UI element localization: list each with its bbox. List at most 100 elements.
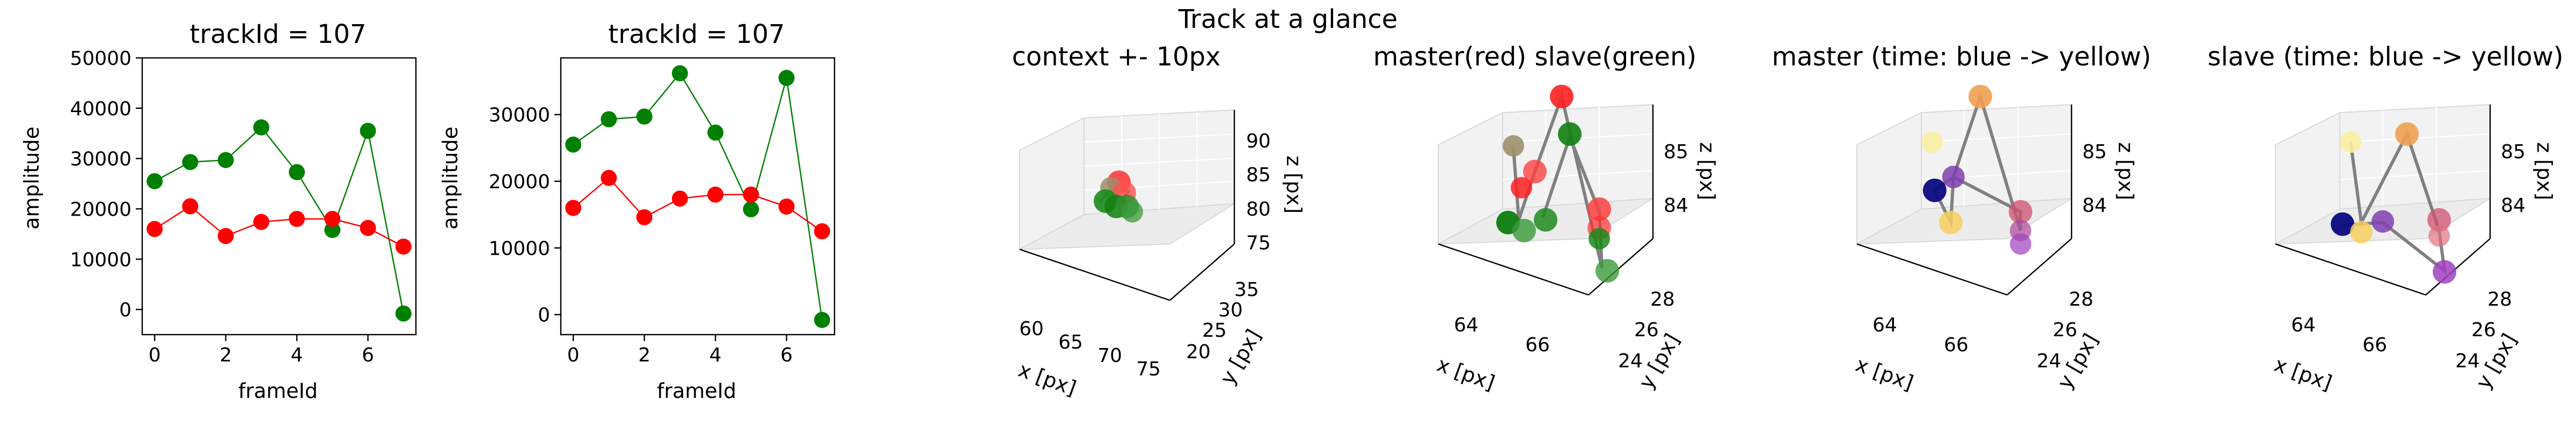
y-tick: 35 bbox=[1234, 279, 1259, 301]
data-point bbox=[743, 186, 759, 203]
y-axis-label: amplitude bbox=[438, 127, 462, 230]
z-axis-label: z [px] bbox=[1695, 142, 1719, 200]
x-tick-label: 6 bbox=[780, 344, 793, 366]
x-axis-label: x [px] bbox=[1015, 358, 1079, 400]
y-tick: 28 bbox=[1650, 289, 1675, 310]
x-tick-label: 4 bbox=[291, 344, 303, 366]
x-tick: 66 bbox=[1944, 334, 1968, 356]
y-tick-label: 20000 bbox=[488, 171, 550, 193]
x-axis-label: x [px] bbox=[1434, 352, 1498, 395]
plot3d-master-time: master (time: blue -> yellow) 64 66 24 2… bbox=[1772, 42, 2151, 395]
data-point bbox=[324, 211, 341, 227]
x-tick: 66 bbox=[1525, 334, 1550, 356]
plot-title: slave (time: blue -> yellow) bbox=[2207, 42, 2563, 72]
x-axis-label: frameId bbox=[238, 379, 318, 403]
x-axis-label: x [px] bbox=[1853, 352, 1916, 395]
y-tick: 28 bbox=[2069, 289, 2094, 310]
z-tick: 84 bbox=[2082, 195, 2107, 217]
z-tick: 80 bbox=[1246, 198, 1271, 220]
amplitude-plot-1: trackId = 107 frameId amplitude 0 2 4 6 0 100… bbox=[20, 19, 417, 403]
z-axis-label: z [px] bbox=[2114, 142, 2138, 200]
data-point bbox=[814, 223, 830, 240]
data-point bbox=[565, 199, 582, 216]
z-axis-label: z [px] bbox=[1282, 156, 1306, 213]
y-tick-label: 10000 bbox=[488, 238, 550, 260]
z-tick: 84 bbox=[2501, 195, 2526, 217]
x-tick-label: 0 bbox=[567, 344, 580, 366]
plot3d-context: context +- 10px 60 65 70 75 20 25 30 35 … bbox=[1012, 42, 1306, 400]
y-tick-label: 0 bbox=[119, 299, 131, 321]
data-point bbox=[360, 220, 376, 236]
plot-title: master(red) slave(green) bbox=[1373, 42, 1696, 72]
x-tick: 75 bbox=[1136, 358, 1161, 380]
x-tick-label: 6 bbox=[362, 344, 374, 366]
data-point bbox=[182, 154, 199, 171]
z-tick: 85 bbox=[2082, 141, 2107, 163]
data-point bbox=[217, 228, 234, 245]
x-tick: 64 bbox=[1872, 314, 1897, 336]
z-tick: 90 bbox=[1246, 130, 1271, 152]
plot-frame bbox=[560, 57, 836, 336]
suptitle: Track at a glance bbox=[1178, 4, 1398, 34]
data-point bbox=[253, 213, 269, 230]
z-axis-label: z [px] bbox=[2533, 142, 2556, 200]
z-tick: 84 bbox=[1664, 195, 1688, 217]
x-tick: 60 bbox=[1019, 318, 1044, 340]
data-point bbox=[814, 312, 830, 328]
x-tick: 65 bbox=[1058, 331, 1083, 353]
y-tick-label: 20000 bbox=[70, 198, 131, 220]
plot-frame bbox=[141, 57, 417, 336]
data-point bbox=[253, 119, 269, 136]
data-point bbox=[182, 198, 199, 214]
y-tick-label: 10000 bbox=[70, 249, 131, 271]
data-point bbox=[707, 124, 724, 141]
x-tick-label: 4 bbox=[709, 344, 722, 366]
y-tick-label: 40000 bbox=[70, 98, 131, 120]
z-tick: 85 bbox=[2501, 141, 2526, 163]
x-tick: 64 bbox=[2291, 314, 2316, 336]
y-tick: 24 bbox=[2455, 350, 2480, 372]
data-point bbox=[778, 198, 795, 215]
y-axis-label: amplitude bbox=[20, 127, 43, 230]
data-point bbox=[147, 220, 163, 237]
y-tick-label: 30000 bbox=[488, 105, 550, 127]
data-point bbox=[636, 209, 653, 226]
x-tick-label: 0 bbox=[149, 344, 161, 366]
data-point bbox=[289, 211, 305, 227]
plot-title: context +- 10px bbox=[1012, 42, 1221, 72]
y-tick: 20 bbox=[1186, 341, 1211, 363]
y-tick: 28 bbox=[2487, 289, 2512, 310]
y-tick-label: 0 bbox=[538, 305, 550, 327]
x-axis-label: frameId bbox=[657, 379, 736, 403]
data-point bbox=[565, 136, 582, 153]
data-point bbox=[360, 123, 376, 139]
x-tick: 70 bbox=[1097, 345, 1122, 367]
z-tick: 85 bbox=[1246, 164, 1271, 186]
y-tick: 30 bbox=[1218, 299, 1243, 321]
z-tick: 75 bbox=[1246, 232, 1271, 254]
data-point bbox=[671, 190, 688, 207]
y-tick: 24 bbox=[1618, 350, 1643, 372]
plot-title: trackId = 107 bbox=[608, 19, 785, 49]
plot-title: trackId = 107 bbox=[189, 19, 366, 49]
data-point bbox=[743, 201, 759, 218]
data-point bbox=[707, 186, 724, 203]
x-tick-label: 2 bbox=[219, 344, 232, 366]
x-tick: 64 bbox=[1454, 314, 1479, 336]
x-tick-label: 2 bbox=[638, 344, 650, 366]
data-point bbox=[636, 108, 653, 125]
data-point bbox=[671, 65, 688, 82]
data-point bbox=[778, 70, 795, 86]
data-point bbox=[147, 173, 163, 189]
y-tick-label: 30000 bbox=[70, 149, 131, 171]
z-tick: 85 bbox=[1664, 141, 1688, 163]
plot-title: master (time: blue -> yellow) bbox=[1772, 42, 2151, 72]
amplitude-plot-2: trackId = 107 frameId amplitude 0 2 4 6 0 100… bbox=[438, 19, 836, 403]
plot3d-slave-time: slave (time: blue -> yellow) 64 66 24 26… bbox=[2207, 42, 2563, 395]
data-point bbox=[601, 169, 617, 186]
data-point bbox=[217, 152, 234, 168]
y-tick: 25 bbox=[1202, 320, 1227, 342]
y-tick: 26 bbox=[2471, 319, 2496, 341]
y-tick-label: 50000 bbox=[70, 48, 131, 70]
